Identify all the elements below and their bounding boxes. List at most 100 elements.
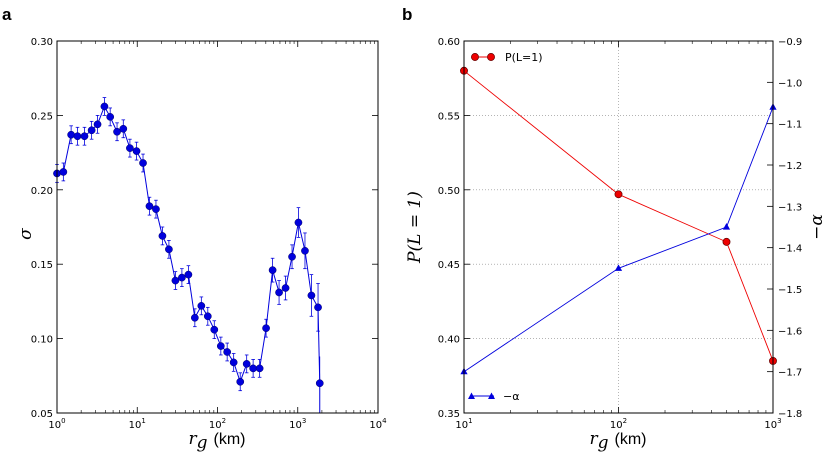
panel-b-xlabel: rg (km) [589, 429, 646, 453]
panel-a-ytick-label: 0.30 [31, 37, 53, 48]
panel-a-point [178, 273, 186, 282]
panel-a-point [210, 325, 219, 334]
panel-b-ytick-label-left: 0.35 [438, 409, 460, 420]
panel-a-ytick-label: 0.05 [31, 409, 53, 420]
panel-b-chart: 101 102 103 0.35 0.40 0.45 0.50 0.55 0.60 −1.8 −1.… [405, 37, 827, 453]
panel-a-xlabel-unit: (km) [214, 431, 246, 448]
panel-b-ytick-label-left: 0.55 [438, 111, 460, 122]
panel-a-label: a [2, 5, 12, 24]
panel-b-xtick-label: 102 [610, 417, 627, 431]
panel-b-xlabel-unit: (km) [615, 431, 647, 448]
panel-b-series-1-point [722, 223, 731, 230]
panel-b-ytick-label-right: −0.9 [778, 37, 802, 48]
legend-alpha-marker-left [468, 392, 475, 399]
panel-a-point [301, 246, 309, 255]
panel-b-ylabel-right: −α [807, 214, 827, 240]
legend-alpha-label: −α [503, 390, 519, 403]
panel-a-point [216, 342, 225, 350]
panel-a-xtick-label: 100 [48, 417, 65, 431]
panel-b-xtick-label: 101 [455, 417, 472, 431]
panel-b-ytick-label-right: −1.5 [778, 285, 802, 296]
panel-a-point [165, 245, 173, 254]
panel-a-point [294, 218, 303, 227]
panel-b-ytick-label-left: 0.40 [438, 335, 460, 346]
panel-a-xtick-label: 101 [129, 417, 146, 431]
panel-b-ylabel-left: P(L = 1) [405, 191, 425, 264]
panel-a-ytick-label: 0.10 [31, 335, 53, 346]
panel-b-ytick-label-left: 0.60 [438, 37, 460, 48]
panel-b-series-0-point [722, 237, 731, 246]
panel-a-point [236, 377, 245, 386]
panel-a-xlabel-sub: g [197, 433, 208, 453]
panel-b-series-0-line [463, 70, 774, 362]
panel-b-axes: 101 102 103 0.35 0.40 0.45 0.50 0.55 0.60 −1.8 −1.… [438, 37, 803, 431]
panel-b-xtick-label: 103 [764, 417, 781, 431]
panel-b-ytick-label-right: −1.8 [778, 409, 802, 420]
panel-b-legend-top: P(L=1) [471, 51, 543, 64]
panel-a-point [152, 205, 160, 213]
panel-a-point [126, 144, 134, 152]
panel-b-series-1-line [463, 106, 774, 373]
panel-a-ytick-label: 0.25 [31, 111, 53, 122]
panel-b-series-0-point [614, 190, 623, 199]
panel-b-xlabel-var: r [589, 429, 598, 449]
panel-a-point [73, 132, 82, 141]
panel-a-ylabel: σ [16, 228, 36, 240]
panel-a-series-line [56, 105, 319, 384]
panel-b-ytick-label-right: −1.2 [778, 161, 802, 172]
legend-alpha-marker-right [488, 392, 495, 399]
panel-a-point [59, 168, 68, 176]
panel-b-series-1-point [614, 264, 623, 271]
panel-b-label: b [402, 5, 412, 24]
panel-a-point [275, 288, 283, 297]
panel-a-point [158, 232, 167, 240]
panel-a-point [203, 312, 212, 321]
panel-a-point [100, 102, 109, 111]
panel-a-axes: 100 101 102 103 104 0.05 0.10 0.15 0.20 0.25 0.30 [31, 37, 387, 431]
panel-a-chart: 100 101 102 103 1040.050.100.150.200.250.30 … [16, 37, 387, 453]
panel-a-xtick-label: 103 [289, 417, 306, 431]
panel-b-legend-bottom: −α [468, 390, 519, 403]
panel-a-point [197, 302, 206, 310]
panel-a-point [268, 266, 277, 275]
panel-b-ytick-label-right: −1.1 [778, 120, 802, 131]
panel-a-point [281, 284, 290, 292]
panel-a-point [184, 270, 193, 279]
panel-a-point [255, 364, 264, 373]
panel-a-point [223, 348, 232, 356]
panel-a-point [307, 291, 316, 300]
panel-a-point [190, 313, 199, 322]
panel-a-xlabel-var: r [188, 429, 197, 449]
panel-b-ytick-label-right: −1.7 [778, 368, 802, 379]
panel-a-point [132, 147, 141, 155]
panel-a-point [242, 360, 251, 368]
panel-a-ytick-label: 0.20 [31, 186, 53, 197]
panel-a-point [106, 113, 115, 121]
panel-b-xlabel-sub: g [598, 433, 609, 453]
legend-p-label: P(L=1) [505, 51, 543, 64]
panel-b-ytick-label-right: −1.0 [778, 78, 802, 89]
panel-a-xtick-label: 104 [369, 417, 387, 431]
panel-b-grid [464, 41, 773, 413]
panel-a-point [119, 124, 128, 133]
panel-a-xtick-label: 102 [209, 417, 226, 431]
panel-a-ytick-label: 0.15 [31, 260, 53, 271]
legend-p-marker-right [487, 53, 495, 61]
panel-a-point [171, 276, 180, 285]
panel-a-point [249, 364, 257, 373]
panel-a-point [315, 379, 324, 388]
panel-a-xlabel: rg (km) [188, 429, 245, 453]
panel-b-ytick-label-right: −1.6 [778, 326, 802, 337]
panel-a-marks [53, 97, 324, 413]
legend-p-marker-left [471, 53, 479, 61]
panel-a-point [288, 252, 296, 261]
panel-a-point [113, 127, 121, 136]
panel-a-point [229, 358, 238, 367]
panel-a-point [139, 159, 147, 167]
panel-a-point [67, 130, 75, 139]
panel-a-point [87, 126, 96, 135]
panel-a-frame [56, 40, 379, 414]
panel-a-point [262, 324, 270, 333]
panel-a-point [80, 132, 89, 141]
